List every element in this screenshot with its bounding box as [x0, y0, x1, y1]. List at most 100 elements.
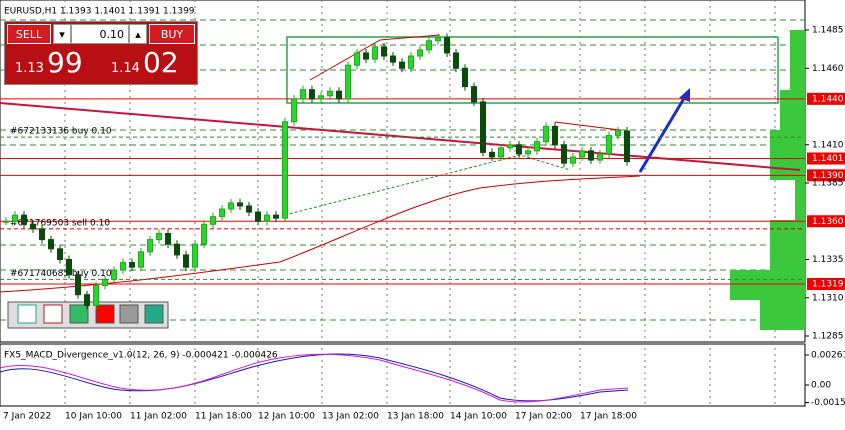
arrow — [638, 94, 688, 173]
bid-quote[interactable]: 1.13 99 — [7, 46, 99, 82]
candle — [588, 150, 594, 161]
buy-button[interactable]: BUY — [149, 24, 195, 44]
ask-big: 02 — [143, 46, 179, 79]
candle — [264, 214, 270, 222]
bid-small: 1.13 — [15, 61, 44, 76]
price-label-box — [807, 92, 845, 105]
candle — [3, 220, 9, 223]
time-label: 17 Jan 02:00 — [515, 412, 572, 422]
candle — [174, 243, 180, 256]
candle — [471, 86, 477, 103]
macd-line — [0, 353, 629, 402]
candle — [489, 151, 495, 158]
price-label: 1.1385 — [812, 179, 844, 189]
indicator-title: FX5_MACD_Divergence_v1.0(12, 26, 9) -0.0… — [4, 351, 278, 361]
candle — [381, 46, 387, 57]
candle — [21, 214, 27, 225]
price-label: 1.1460 — [812, 64, 844, 74]
price-label-box — [807, 169, 845, 182]
lot-up[interactable]: ▴ — [129, 24, 147, 44]
candle — [372, 46, 378, 60]
candle — [57, 248, 63, 260]
candle — [75, 274, 81, 296]
candle — [192, 243, 198, 268]
candle — [480, 101, 486, 153]
candle — [66, 259, 72, 276]
candle — [426, 40, 432, 51]
candle — [183, 254, 189, 268]
price-label-box — [807, 215, 845, 228]
ask-small: 1.14 — [111, 61, 140, 76]
candle — [93, 285, 99, 306]
time-label: 10 Jan 10:00 — [65, 412, 122, 422]
candle — [48, 239, 54, 250]
candle — [435, 37, 441, 42]
candle — [291, 98, 297, 123]
price-label-box — [807, 152, 845, 165]
candle — [399, 61, 405, 69]
candle — [570, 156, 576, 164]
trade-panel: SELL ▾ 0.10 ▴ BUY 1.13 99 1.14 02 — [4, 21, 198, 85]
candle — [84, 294, 90, 306]
candle — [597, 153, 603, 161]
time-label: 11 Jan 02:00 — [130, 412, 187, 422]
zone-box — [286, 36, 779, 104]
ind-label: -0.001530 — [811, 398, 845, 408]
ind-label: 0.00 — [811, 381, 831, 391]
candle — [363, 52, 369, 60]
candle — [255, 211, 261, 222]
candle — [408, 55, 414, 69]
candle — [309, 89, 315, 100]
candle — [390, 55, 396, 63]
price-label: 1.1285 — [812, 332, 844, 342]
price-label: 1.1319 — [812, 279, 844, 289]
candle — [138, 251, 144, 268]
pattern-line — [284, 154, 571, 216]
price-label: 1.1390 — [812, 171, 844, 181]
signal-line — [0, 353, 629, 403]
candle — [129, 262, 135, 268]
time-label: 17 Jan 18:00 — [580, 412, 637, 422]
price-label: 1.1440 — [812, 94, 844, 104]
candle — [318, 95, 324, 100]
bid-big: 99 — [47, 46, 83, 79]
candle — [534, 141, 540, 152]
time-label: 12 Jan 10:00 — [258, 412, 315, 422]
pattern-line-red — [309, 34, 621, 131]
lot-input[interactable]: 0.10 — [71, 24, 129, 44]
candle — [345, 64, 351, 100]
candle — [498, 147, 504, 158]
candle — [543, 125, 549, 143]
candle — [579, 150, 585, 158]
candle — [30, 223, 36, 230]
candle — [120, 262, 126, 271]
candle — [336, 90, 342, 100]
price-label: 1.1335 — [812, 255, 844, 265]
object-toolbar — [7, 301, 169, 329]
candle — [300, 89, 306, 100]
price-label: 1.1310 — [812, 293, 844, 303]
candle — [273, 214, 279, 219]
symbol-header: EURUSD,H1 1.1393 1.1401 1.1391 1.1399 — [4, 7, 195, 17]
time-label: 14 Jan 10:00 — [450, 412, 507, 422]
price-label: 1.1401 — [812, 154, 844, 164]
volume-profile — [730, 30, 805, 330]
candle — [156, 232, 162, 241]
candle — [237, 202, 243, 207]
candle — [147, 239, 153, 253]
candle — [525, 150, 531, 155]
candle — [516, 144, 522, 155]
lot-down[interactable]: ▾ — [53, 24, 71, 44]
ask-quote[interactable]: 1.14 02 — [103, 46, 195, 82]
candle — [354, 52, 360, 66]
candle — [219, 208, 225, 218]
indicator-frame — [0, 343, 806, 407]
candle — [453, 52, 459, 69]
candle — [507, 144, 513, 149]
price-label: 1.1485 — [812, 26, 844, 36]
candle — [417, 49, 423, 57]
sell-button[interactable]: SELL — [7, 24, 51, 44]
candle — [12, 214, 18, 222]
candle — [624, 130, 630, 163]
